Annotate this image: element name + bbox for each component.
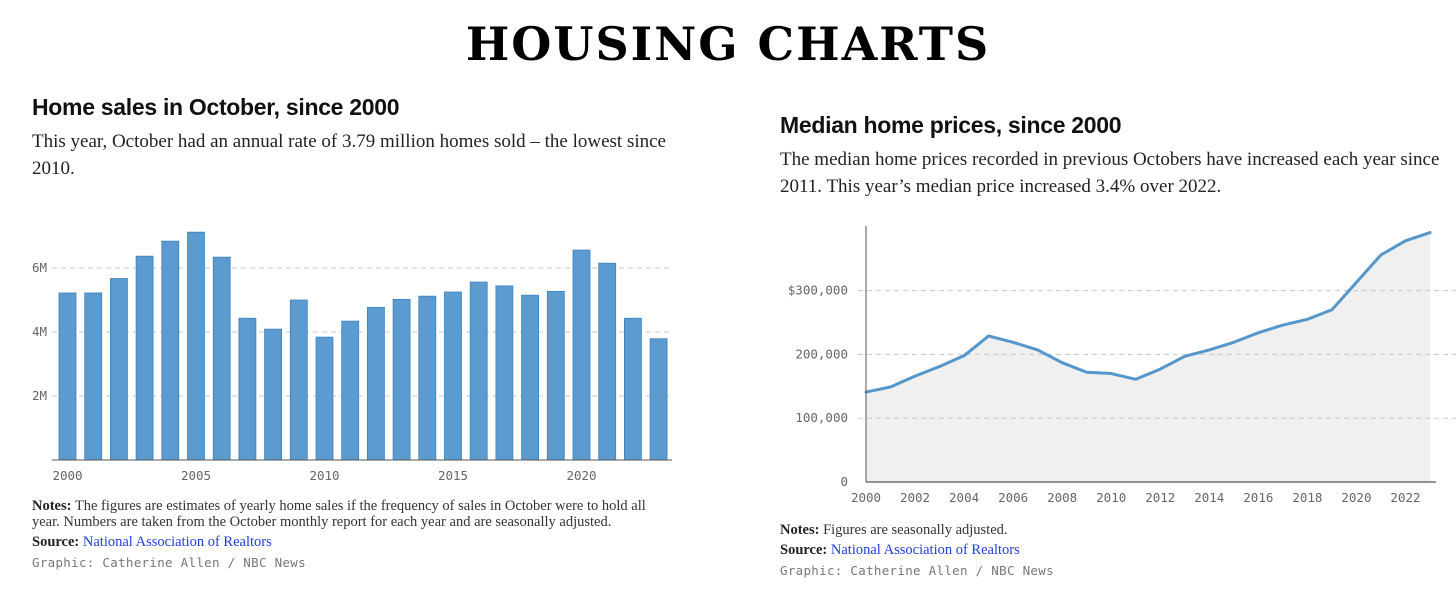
home-sales-subtitle: This year, October had an annual rate of…: [32, 131, 666, 179]
page-title: HOUSING CHARTS: [465, 17, 991, 71]
median-price-source: Source: National Association of Realtors: [780, 542, 1440, 558]
median-price-title: Median home prices, since 2000: [780, 112, 1122, 138]
bar-2019: [546, 290, 565, 461]
median-price-notes-block: Notes: Figures are seasonally adjusted. …: [780, 522, 1440, 579]
area-chart-x-tick-label: 2004: [949, 490, 979, 505]
area-chart-x-tick-label: 2014: [1194, 490, 1224, 505]
bar-2007: [238, 317, 257, 461]
area-chart-y-tick-label: 200,000: [795, 346, 848, 361]
area-chart-x-tick-label: 2016: [1243, 490, 1273, 505]
median-price-line: [864, 231, 1432, 394]
bar-chart-y-tick-label: 2M: [32, 388, 47, 403]
median-price-source-link[interactable]: National Association of Realtors: [830, 542, 1020, 558]
bar-2010: [315, 336, 334, 461]
median-price-subtitle: The median home prices recorded in previ…: [780, 149, 1440, 197]
bar-2006: [212, 256, 231, 461]
area-chart-x-tick-label: 2010: [1096, 490, 1126, 505]
median-price-source-label: Source:: [780, 542, 828, 558]
median-price-credit: Graphic: Catherine Allen / NBC News: [780, 563, 1054, 578]
bar-2015: [444, 291, 462, 461]
bar-2013: [392, 298, 411, 461]
bar-2012: [366, 306, 385, 461]
bar-2017: [495, 285, 514, 461]
bar-2002: [110, 278, 128, 461]
bar-2022: [624, 317, 642, 461]
home-sales-notes-block: Notes: The figures are estimates of year…: [32, 498, 672, 571]
bar-2003: [135, 255, 154, 461]
bar-2000: [58, 292, 77, 461]
bar-2021: [598, 262, 617, 461]
bar-chart-x-tick-label: 2010: [309, 468, 339, 483]
home-sales-notes: Notes: The figures are estimates of year…: [32, 498, 672, 530]
home-sales-notes-label: Notes:: [32, 498, 72, 514]
median-price-panel: Median home prices, since 2000 The media…: [780, 110, 1440, 200]
home-sales-panel: Home sales in October, since 2000 This y…: [32, 92, 682, 182]
area-chart-y-tick-label: 0: [840, 474, 848, 489]
bar-2023: [649, 338, 668, 461]
home-sales-credit: Graphic: Catherine Allen / NBC News: [32, 555, 306, 570]
home-sales-source-label: Source:: [32, 534, 80, 550]
home-sales-title: Home sales in October, since 2000: [32, 94, 400, 120]
area-chart-x-tick-label: 2002: [900, 490, 930, 505]
bar-2004: [161, 240, 180, 461]
median-price-notes: Notes: Figures are seasonally adjusted.: [780, 522, 1440, 538]
bar-2020: [572, 249, 591, 461]
home-sales-source-link[interactable]: National Association of Realtors: [82, 534, 272, 550]
bar-chart-x-tick-label: 2015: [438, 468, 468, 483]
area-chart-x-tick-label: 2000: [851, 490, 881, 505]
bar-2009: [289, 299, 308, 461]
area-chart-x-tick-label: 2022: [1390, 490, 1420, 505]
area-chart-x-tick-label: 2008: [1047, 490, 1077, 505]
median-price-notes-label: Notes:: [780, 522, 820, 538]
bar-2016: [469, 281, 488, 461]
bar-2001: [84, 292, 103, 461]
median-price-area-fill: [866, 232, 1430, 482]
bar-chart-x-tick-label: 2000: [52, 468, 82, 483]
area-chart-y-tick-label: 100,000: [795, 410, 848, 425]
home-sales-notes-text: The figures are estimates of yearly home…: [32, 498, 646, 530]
bar-2011: [341, 320, 360, 461]
area-chart-x-tick-label: 2018: [1292, 490, 1322, 505]
bar-2008: [264, 328, 283, 461]
area-chart-y-tick-label: $300,000: [788, 283, 848, 298]
bar-2005: [187, 231, 205, 461]
median-price-notes-text: Figures are seasonally adjusted.: [823, 522, 1008, 538]
bar-2014: [418, 295, 437, 461]
bar-2018: [521, 294, 539, 461]
area-chart-x-tick-label: 2012: [1145, 490, 1175, 505]
bar-chart-x-tick-label: 2005: [181, 468, 211, 483]
home-sales-source: Source: National Association of Realtors: [32, 534, 672, 550]
home-sales-bar-chart: 2M 4M 6M 2000 2005 2010 2015 2020: [32, 231, 672, 483]
bar-chart-x-tick-label: 2020: [566, 468, 596, 483]
area-chart-x-tick-label: 2006: [998, 490, 1028, 505]
bar-chart-y-tick-label: 6M: [32, 260, 47, 275]
bar-chart-y-tick-label: 4M: [32, 324, 47, 339]
area-chart-x-tick-label: 2020: [1341, 490, 1371, 505]
median-price-area-chart: 0 100,000 200,000 $300,000 2000 2002 2004 2006 2…: [788, 226, 1456, 505]
